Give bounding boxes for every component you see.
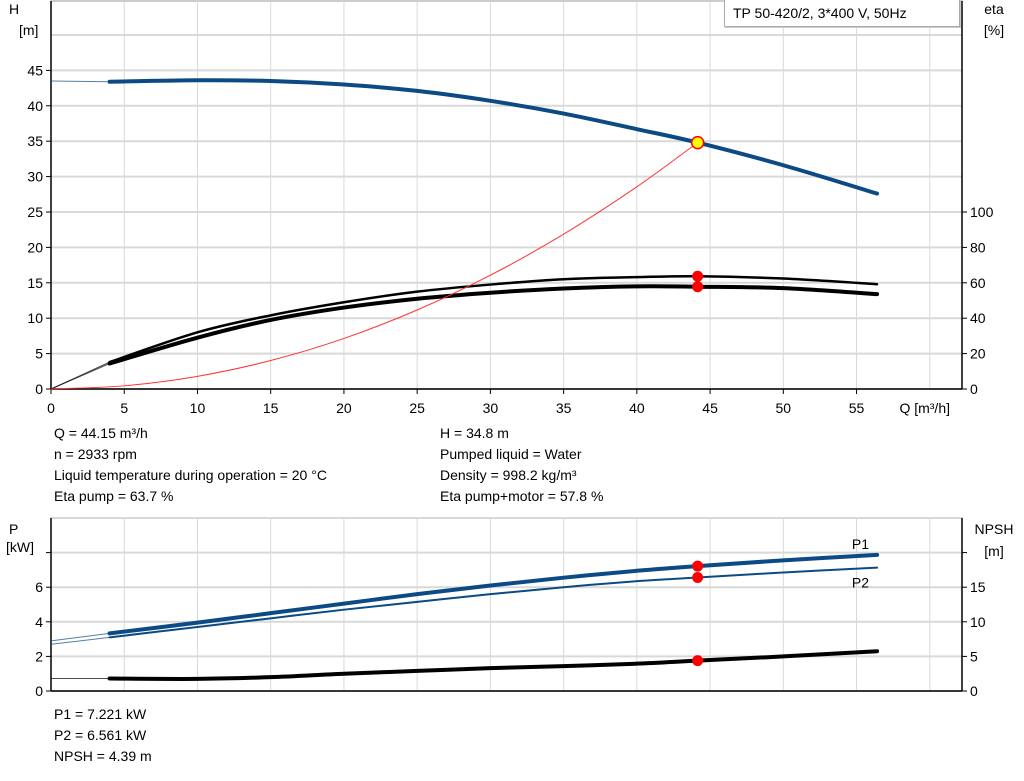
- y2-axis-label: eta: [984, 1, 1004, 17]
- y2-tick-label: 5: [970, 648, 978, 664]
- y2-tick-label: 10: [970, 614, 986, 630]
- npsh-curve: [107, 649, 880, 681]
- y-tick-label: 30: [27, 169, 43, 185]
- eta_pump_motor-curve: [107, 284, 880, 366]
- y2-tick-label: 15: [970, 579, 986, 595]
- x-tick-label: 45: [702, 400, 718, 416]
- y2-tick-label: 80: [970, 239, 986, 255]
- p1-value: P1 = 7.221 kW: [54, 706, 147, 722]
- y-axis-label: P: [9, 521, 18, 537]
- y2-tick-label: 0: [970, 381, 978, 397]
- p1-curve-extrapolated: [50, 632, 110, 642]
- operating-point-marker: [692, 571, 704, 583]
- eta-pump-motor-value: Eta pump+motor = 57.8 %: [440, 488, 604, 504]
- y2-tick-label: 100: [970, 204, 994, 220]
- y2-axis-unit: [m]: [984, 543, 1003, 559]
- power-npsh-chart: [46, 517, 967, 692]
- y-axis-label: H: [9, 1, 19, 17]
- operating-point-marker: [692, 270, 704, 282]
- x-tick-label: 10: [190, 400, 206, 416]
- x-tick-label: 55: [849, 400, 865, 416]
- x-tick-label: 0: [47, 400, 55, 416]
- y-tick-label: 6: [35, 579, 43, 595]
- x-tick-label: 40: [629, 400, 645, 416]
- flow-value: Q = 44.15 m³/h: [54, 425, 148, 441]
- y-tick-label: 25: [27, 204, 43, 220]
- x-axis-label: Q [m³/h]: [899, 400, 950, 416]
- y-tick-label: 2: [35, 648, 43, 664]
- p2-value: P2 = 6.561 kW: [54, 727, 147, 743]
- eta_pump_motor-curve-extrapolated: [50, 363, 110, 390]
- duty-point-marker: [690, 135, 705, 150]
- operating-point-marker: [692, 281, 704, 293]
- head-curve-extrapolated: [50, 80, 110, 83]
- power-info: P1 = 7.221 kW P2 = 6.561 kW NPSH = 4.39 …: [54, 704, 152, 767]
- y2-tick-label: 60: [970, 275, 986, 291]
- p2-curve-extrapolated: [50, 636, 110, 645]
- plot-area: [50, 517, 963, 692]
- head-curve: [107, 78, 880, 196]
- plot-area: [50, 0, 963, 390]
- y-tick-label: 35: [27, 133, 43, 149]
- x-tick-label: 35: [556, 400, 572, 416]
- y-tick-label: 15: [27, 275, 43, 291]
- p1-label: P1: [852, 536, 869, 552]
- y-tick-label: 40: [27, 98, 43, 114]
- y2-axis-unit: [%]: [984, 22, 1004, 38]
- eta-pump-value: Eta pump = 63.7 %: [54, 488, 174, 504]
- eta_pump-curve: [108, 274, 879, 364]
- y2-tick-label: 20: [970, 346, 986, 362]
- duty-info-right: H = 34.8 m Pumped liquid = Water Density…: [440, 423, 603, 507]
- y-tick-label: 45: [27, 62, 43, 78]
- x-tick-label: 50: [776, 400, 792, 416]
- y-tick-label: 20: [27, 239, 43, 255]
- system-curve: [50, 142, 698, 390]
- operating-point-marker: [692, 560, 704, 572]
- speed-value: n = 2933 rpm: [54, 446, 137, 462]
- y2-axis-label: NPSH: [975, 521, 1014, 537]
- p1-curve: [107, 552, 880, 636]
- density-value: Density = 998.2 kg/m³: [440, 467, 577, 483]
- y2-tick-label: 40: [970, 310, 986, 326]
- y-axis-unit: [m]: [19, 22, 38, 38]
- operating-point-marker: [692, 655, 704, 667]
- x-tick-label: 15: [263, 400, 279, 416]
- y-axis-unit: [kW]: [6, 539, 34, 555]
- head-efficiency-chart: [46, 0, 967, 394]
- y-tick-label: 0: [35, 381, 43, 397]
- head-value: H = 34.8 m: [440, 425, 509, 441]
- x-tick-label: 25: [409, 400, 425, 416]
- duty-info-left: Q = 44.15 m³/h n = 2933 rpm Liquid tempe…: [54, 423, 327, 507]
- liquid-temperature: Liquid temperature during operation = 20…: [54, 467, 327, 483]
- y-tick-label: 5: [35, 346, 43, 362]
- pumped-liquid: Pumped liquid = Water: [440, 446, 582, 462]
- p2-label: P2: [852, 575, 869, 591]
- x-tick-label: 20: [336, 400, 352, 416]
- y-tick-label: 4: [35, 614, 43, 630]
- y-tick-label: 0: [35, 683, 43, 699]
- x-tick-label: 5: [120, 400, 128, 416]
- pump-model-legend: TP 50-420/2, 3*400 V, 50Hz: [724, 0, 960, 27]
- npsh-value: NPSH = 4.39 m: [54, 748, 152, 764]
- y-tick-label: 10: [27, 310, 43, 326]
- x-tick-label: 30: [483, 400, 499, 416]
- y2-tick-label: 0: [970, 683, 978, 699]
- p2-curve: [108, 566, 879, 639]
